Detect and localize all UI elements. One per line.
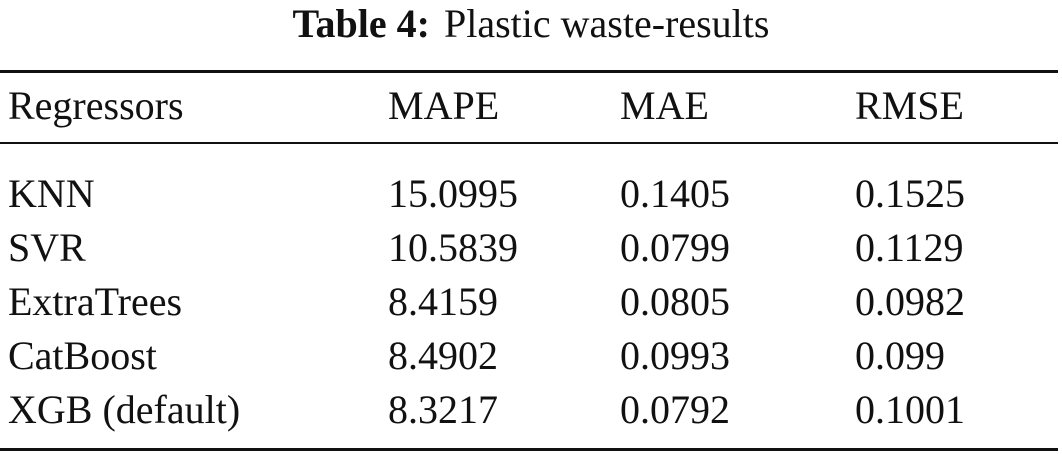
cell: 0.1405 [620,171,730,216]
bottom-rule [0,448,1058,451]
table-caption: Table 4: Plastic waste-results [0,2,1062,46]
row-label: KNN [8,171,95,216]
cell: 0.0982 [855,279,965,324]
cell: 10.5839 [388,225,518,270]
row-label: CatBoost [8,333,157,378]
row-label: SVR [8,225,86,270]
header-cell: Regressors [8,83,184,128]
header-rule [0,142,1058,144]
cell: 0.099 [855,333,945,378]
header-cell: MAPE [388,83,500,128]
cell: 8.4159 [388,279,498,324]
row-label: ExtraTrees [8,279,183,324]
cell: 8.3217 [388,387,498,432]
cell: 0.0993 [620,333,730,378]
cell: 0.0805 [620,279,730,324]
cell: 0.0792 [620,387,730,432]
caption-label: Table 4: [292,1,430,46]
cell: 0.0799 [620,225,730,270]
top-rule [0,70,1058,73]
header-cell: RMSE [855,83,964,128]
cell: 15.0995 [388,171,518,216]
caption-text: Plastic waste-results [443,1,770,46]
cell: 8.4902 [388,333,498,378]
header-cell: MAE [620,83,709,128]
cell: 0.1001 [855,387,965,432]
cell: 0.1525 [855,171,965,216]
cell: 0.1129 [855,225,964,270]
row-label: XGB (default) [8,387,241,432]
